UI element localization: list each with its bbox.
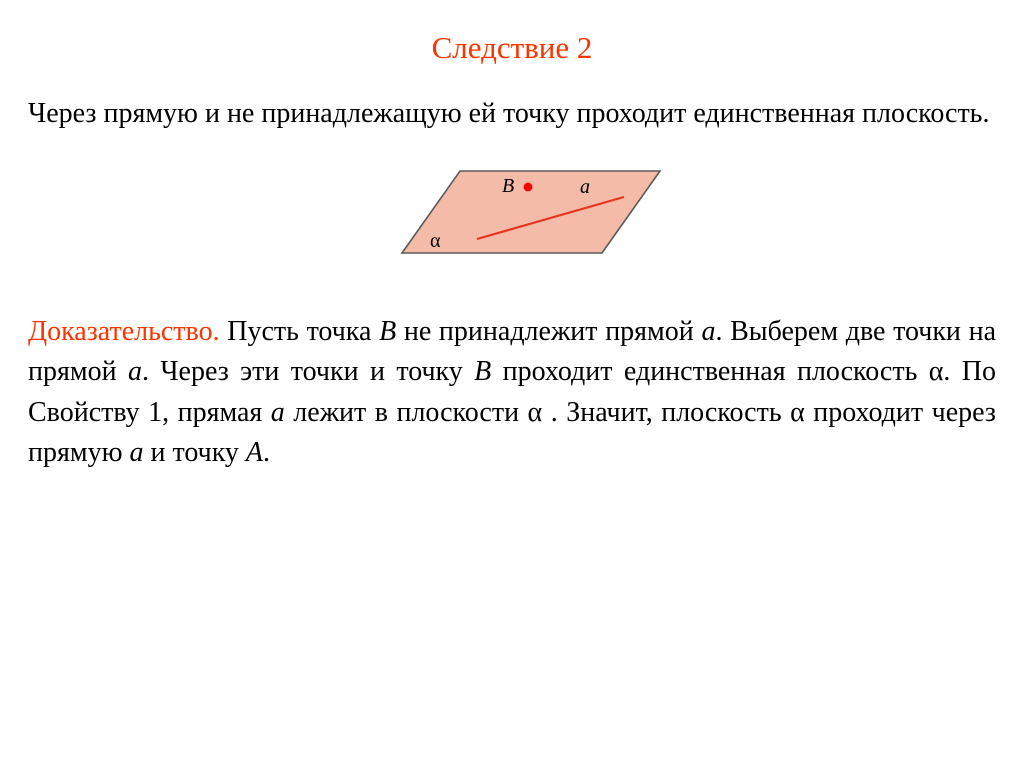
corollary-statement: Через прямую и не принадлежащую ей точку… bbox=[28, 94, 996, 135]
label-a: a bbox=[580, 176, 590, 198]
plane-alpha bbox=[402, 171, 660, 253]
label-b: B bbox=[502, 175, 514, 197]
proof-text: . bbox=[263, 437, 270, 468]
proof-var-a-cap: A bbox=[246, 437, 263, 468]
proof-var-a: a bbox=[701, 316, 715, 347]
proof-var-b: B bbox=[379, 316, 396, 347]
point-b bbox=[524, 182, 533, 191]
proof-label: Доказательство. bbox=[28, 316, 220, 347]
proof-var-b: B bbox=[474, 356, 491, 387]
proof-text: не принадлежит прямой bbox=[396, 316, 701, 347]
proof-var-a: a bbox=[271, 397, 285, 428]
plane-diagram: B a α bbox=[362, 157, 662, 267]
proof-text: и точку bbox=[144, 437, 246, 468]
proof-var-a: a bbox=[130, 437, 144, 468]
label-alpha: α bbox=[430, 230, 441, 252]
proof-text: Пусть точка bbox=[220, 316, 380, 347]
proof-var-a: a bbox=[128, 356, 142, 387]
proof-text: . Через эти точки и точку bbox=[142, 356, 474, 387]
proof-paragraph: Доказательство. Пусть точка B не принадл… bbox=[28, 312, 996, 474]
figure-container: B a α bbox=[28, 157, 996, 272]
page-title: Следствие 2 bbox=[28, 30, 996, 66]
